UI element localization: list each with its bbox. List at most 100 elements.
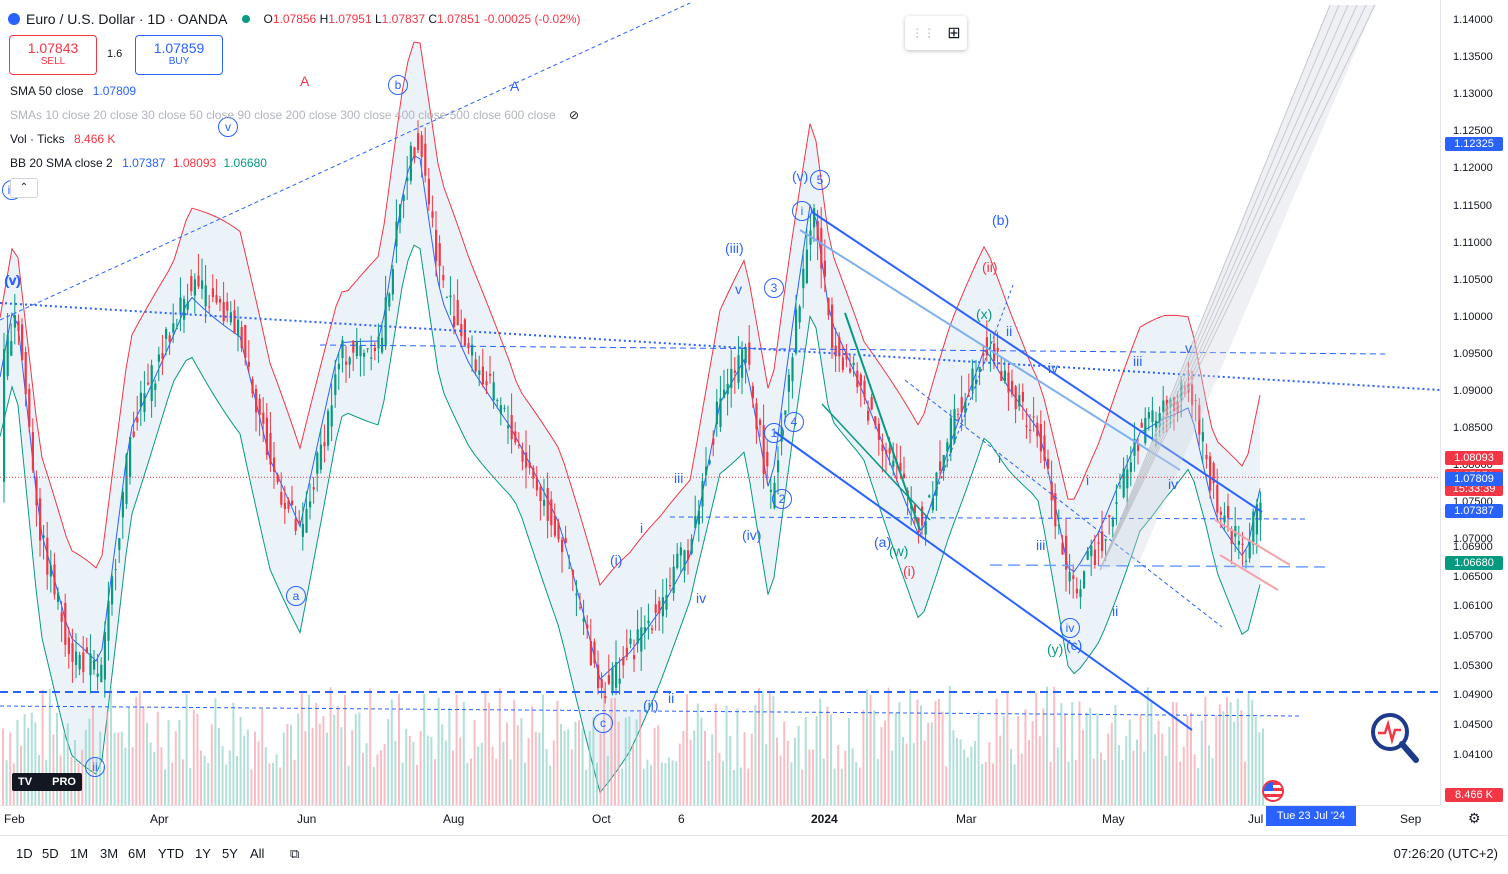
volume-bar xyxy=(1233,721,1236,805)
wave-label[interactable]: (i) xyxy=(610,552,623,568)
volume-bar xyxy=(1042,708,1045,805)
wave-label[interactable]: 1 xyxy=(764,423,784,443)
wave-label[interactable]: v xyxy=(735,281,742,297)
price-tick: 1.12000 xyxy=(1453,162,1493,175)
price-tick: 1.05700 xyxy=(1453,629,1493,642)
range-6m[interactable]: 6M xyxy=(128,846,147,861)
tradingview-logo[interactable]: TV PRO xyxy=(12,773,82,791)
range-1m[interactable]: 1M xyxy=(70,846,89,861)
range-5d[interactable]: 5D xyxy=(42,846,59,861)
wave-label[interactable]: a xyxy=(286,586,306,606)
wave-label[interactable]: iv xyxy=(696,590,707,606)
wave-label[interactable]: (v) xyxy=(4,272,21,288)
price-tick: 1.04500 xyxy=(1453,718,1493,731)
wave-label[interactable]: b xyxy=(388,75,408,95)
price-axis[interactable]: 1.14000 1.13500 1.13000 1.12500 1.12000 1.115… xyxy=(1440,0,1508,805)
volume-bar xyxy=(1240,710,1243,805)
wave-label[interactable]: 4 xyxy=(784,412,804,432)
wave-label[interactable]: (i) xyxy=(903,563,916,579)
wave-label[interactable]: A xyxy=(300,73,310,89)
volume-bar xyxy=(52,734,55,805)
wave-label[interactable]: (x) xyxy=(976,306,993,322)
clock[interactable]: 07:26:20 (UTC+2) xyxy=(1393,846,1498,861)
range-1y[interactable]: 1Y xyxy=(195,846,211,861)
buy-button[interactable]: 1.07859 BUY xyxy=(135,35,223,75)
wave-label[interactable]: ii xyxy=(668,690,675,706)
volume-legend[interactable]: Vol · Ticks 8.466 K xyxy=(10,132,116,146)
wave-label[interactable]: (v) xyxy=(5,272,22,288)
wave-label[interactable]: 5 xyxy=(810,170,830,190)
wave-label[interactable]: A xyxy=(510,78,520,94)
wave-label[interactable]: (ii) xyxy=(643,697,659,713)
volume-bar xyxy=(1092,758,1095,805)
chart-area[interactable]: Euro / U.S. Dollar · 1D · OANDA O1.07856… xyxy=(0,0,1440,805)
candle-body xyxy=(849,368,852,373)
symbol-title[interactable]: Euro / U.S. Dollar · 1D · OANDA xyxy=(26,11,228,27)
candle-body xyxy=(582,618,585,622)
drag-handle-icon[interactable]: ⋮⋮ xyxy=(911,26,936,40)
wave-label[interactable]: i xyxy=(998,450,1002,466)
volume-bar xyxy=(970,746,973,805)
wave-label[interactable]: i xyxy=(1086,472,1090,488)
sma50-legend[interactable]: SMA 50 close 1.07809 xyxy=(10,84,137,98)
wave-label[interactable]: (y) xyxy=(1047,641,1064,657)
volume-bar xyxy=(27,727,30,805)
volume-bar xyxy=(74,740,76,805)
eye-off-icon[interactable]: ⊘ xyxy=(569,108,580,122)
chevron-up-icon[interactable]: ⌃ xyxy=(10,178,38,198)
range-5y[interactable]: 5Y xyxy=(222,846,238,861)
layout-toolbar[interactable]: ⋮⋮ ⊞ xyxy=(905,16,967,50)
wave-label[interactable]: (b) xyxy=(992,212,1010,228)
wave-label[interactable]: (iii) xyxy=(725,240,744,256)
candle-body xyxy=(615,662,618,688)
range-1d[interactable]: 1D xyxy=(16,846,33,861)
wave-label[interactable]: (iv) xyxy=(742,527,762,543)
zoom-inspector-icon[interactable] xyxy=(1368,710,1420,768)
wave-label[interactable]: i xyxy=(792,201,812,221)
time-axis[interactable]: Feb Apr Jun Aug Oct 6 2024 Mar May Jul Sep xyxy=(0,805,1440,834)
wave-label[interactable]: ii xyxy=(1006,323,1013,339)
volume-bar xyxy=(405,728,408,805)
symbol-row[interactable]: Euro / U.S. Dollar · 1D · OANDA O1.07856… xyxy=(8,8,581,30)
fan-line xyxy=(1099,4,1349,571)
price-chart[interactable] xyxy=(0,0,1440,805)
wave-label[interactable]: iv xyxy=(1168,476,1179,492)
wave-label[interactable]: v xyxy=(218,117,238,137)
candle-body xyxy=(409,145,412,181)
wave-label[interactable]: 3 xyxy=(764,278,784,298)
wave-label[interactable]: (ii) xyxy=(982,259,998,275)
candle-body xyxy=(139,392,142,408)
chart-compare-icon[interactable]: ⧉ xyxy=(290,846,300,861)
wave-label[interactable]: iii xyxy=(1133,353,1143,369)
wave-label[interactable]: i xyxy=(640,520,644,536)
wave-label[interactable]: 2 xyxy=(772,489,792,509)
smas-legend[interactable]: SMAs 10 close 20 close 30 close 50 close… xyxy=(10,108,580,122)
layout-grid-icon[interactable]: ⊞ xyxy=(947,25,961,42)
wave-label[interactable]: iii xyxy=(674,470,684,486)
volume-bar xyxy=(596,762,598,805)
range-ytd[interactable]: YTD xyxy=(158,846,184,861)
wave-label[interactable]: (v) xyxy=(792,168,809,184)
wave-label[interactable]: c xyxy=(593,713,613,733)
wave-label[interactable]: ii xyxy=(1112,603,1119,619)
volume-bar xyxy=(66,723,69,805)
candle-body xyxy=(75,651,78,665)
volume-bar xyxy=(293,759,296,805)
candle-body xyxy=(1025,425,1028,428)
wave-label[interactable]: v xyxy=(1185,340,1192,356)
volume-bar xyxy=(984,761,987,805)
wave-label[interactable]: ii xyxy=(85,757,105,777)
bb-legend[interactable]: BB 20 SMA close 2 1.07387 1.08093 1.0668… xyxy=(10,156,267,170)
range-all[interactable]: All xyxy=(250,846,265,861)
range-3m[interactable]: 3M xyxy=(100,846,119,861)
wave-label[interactable]: iii xyxy=(1036,537,1046,553)
gear-icon[interactable]: ⚙ xyxy=(1468,810,1481,826)
wave-label[interactable]: iv xyxy=(1060,618,1080,638)
wave-label[interactable]: (w) xyxy=(889,543,909,559)
wave-label[interactable]: iv xyxy=(1048,360,1059,376)
candle-body xyxy=(975,379,978,385)
sell-button[interactable]: 1.07843 SELL xyxy=(9,35,97,75)
wave-label[interactable]: (a) xyxy=(874,534,892,550)
wave-label[interactable]: (c) xyxy=(1066,637,1083,653)
volume-bar xyxy=(1017,715,1020,805)
